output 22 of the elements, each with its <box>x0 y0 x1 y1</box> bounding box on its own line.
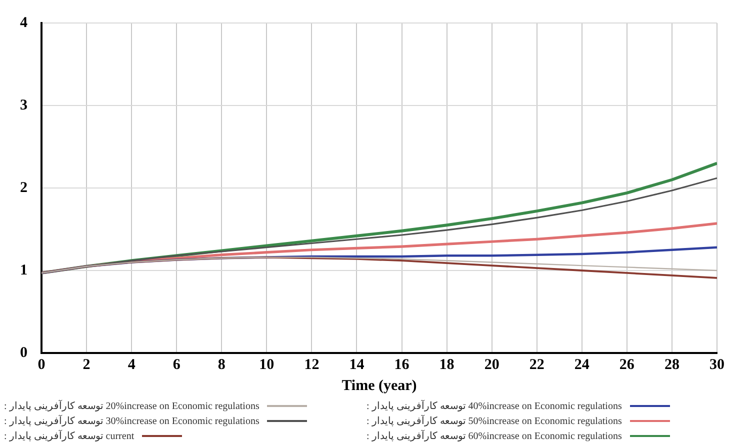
y-tick-label: 0 <box>20 344 28 361</box>
x-tick-label: 16 <box>394 356 410 373</box>
x-tick-label: 26 <box>619 356 635 373</box>
x-tick-label: 2 <box>82 356 90 373</box>
x-tick-label: 18 <box>439 356 454 373</box>
x-tick-label: 4 <box>128 356 136 373</box>
x-tick-label: 14 <box>349 356 365 373</box>
x-tick-label: 24 <box>574 356 590 373</box>
x-axis-title: Time (year) <box>342 378 417 394</box>
x-tick-label: 8 <box>218 356 226 373</box>
x-tick-label: 0 <box>38 356 46 373</box>
x-tick-label: 6 <box>172 356 181 373</box>
x-tick-label: 28 <box>664 356 680 373</box>
y-tick-label: 4 <box>20 14 28 31</box>
y-tick-label: 3 <box>20 97 28 114</box>
x-tick-label: 22 <box>529 356 544 373</box>
x-tick-label: 10 <box>259 356 274 373</box>
x-tick-label: 20 <box>484 356 500 373</box>
y-tick-label: 1 <box>20 262 28 278</box>
x-tick-label: 30 <box>710 356 724 373</box>
y-tick-label: 2 <box>20 180 28 196</box>
x-tick-label: 12 <box>304 356 320 373</box>
